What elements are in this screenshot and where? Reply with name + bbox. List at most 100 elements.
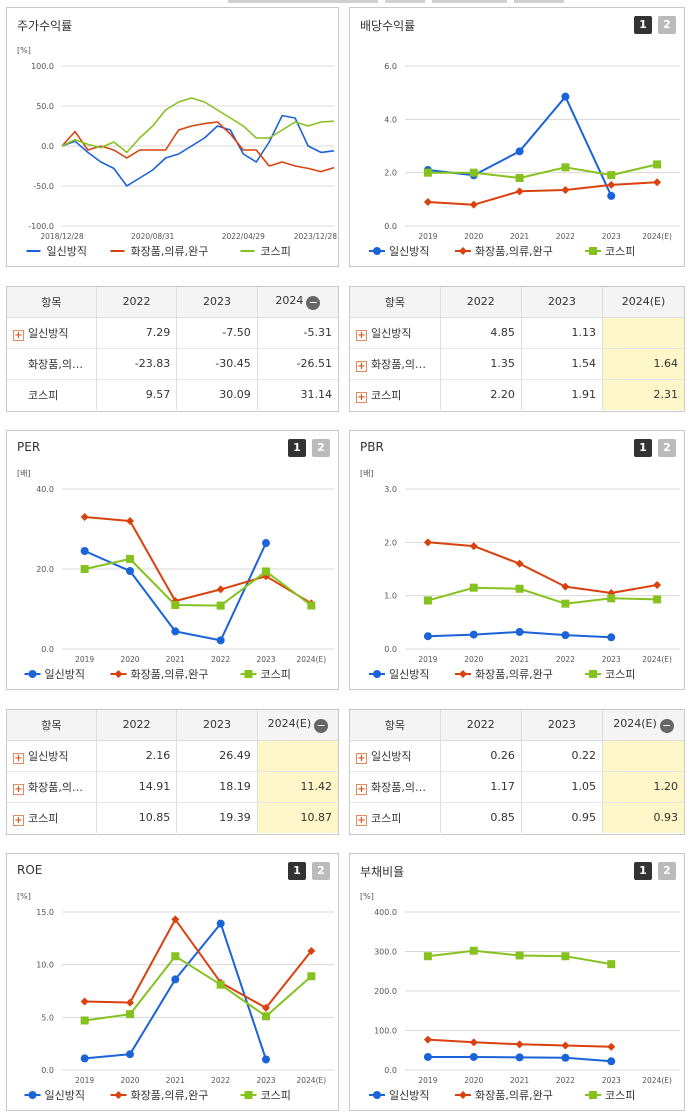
data-point — [126, 1010, 134, 1019]
x-tick-label: 2022/04/29 — [222, 232, 265, 241]
series-3 — [80, 952, 316, 1025]
chart-page-2-button[interactable]: 2 — [658, 16, 676, 34]
legend-label: 화장품,의류,완구 — [475, 668, 553, 681]
legend-item[interactable]: 코스피 — [240, 245, 291, 258]
x-tick-label: 2018/12/28 — [40, 232, 83, 241]
collapse-minus-icon[interactable]: − — [306, 295, 321, 310]
row-label-cell[interactable]: + 일신방직 — [350, 317, 441, 349]
legend-item[interactable]: 코스피 — [240, 668, 291, 681]
panel-title: PBR — [360, 440, 384, 454]
chart-page-1-button[interactable]: 1 — [288, 439, 306, 457]
expand-plus-icon[interactable]: + — [356, 391, 367, 403]
row-label-cell[interactable]: + 화장품,의… — [7, 771, 97, 803]
row-label-cell[interactable]: + 일신방직 — [7, 740, 97, 772]
row-label-cell[interactable]: + 화장품,의… — [350, 348, 441, 380]
legend-marker — [459, 670, 467, 678]
legend-item[interactable]: 일신방직 — [369, 244, 429, 258]
legend-item[interactable]: 일신방직 — [26, 244, 87, 258]
chart-page-1-button[interactable]: 1 — [634, 16, 652, 34]
data-point — [171, 952, 180, 961]
legend-item[interactable]: 일신방직 — [24, 1088, 85, 1102]
table-cell: 10.87 — [256, 802, 338, 833]
legend-item[interactable]: 화장품,의류,완구 — [455, 668, 553, 681]
chart-page-1-button[interactable]: 1 — [634, 439, 652, 457]
legend-item[interactable]: 일신방직 — [369, 1088, 429, 1102]
collapse-minus-icon[interactable]: − — [314, 718, 329, 733]
data-point — [126, 998, 134, 1007]
table-header-cell: 2023 — [176, 287, 258, 318]
expand-plus-icon[interactable]: + — [356, 360, 367, 372]
expand-plus-icon[interactable]: + — [13, 783, 24, 795]
y-tick-label: 0.0 — [41, 645, 54, 654]
chart-panel-roe: ROE 1 2 [%] 15.0 10.0 5.0 0.0 2019 2020 2021 202… — [6, 853, 339, 1111]
data-point — [607, 960, 616, 969]
legend-item[interactable]: 화장품,의류,완구 — [110, 668, 209, 681]
chart-page-2-button[interactable]: 2 — [312, 439, 330, 457]
expand-plus-icon[interactable]: + — [356, 752, 367, 764]
row-label: 화장품,의… — [28, 780, 83, 794]
data-point — [262, 539, 270, 548]
legend-label: 코스피 — [261, 668, 291, 681]
row-label-cell[interactable]: + 코스피 — [350, 379, 440, 410]
data-point — [607, 1057, 616, 1066]
expand-plus-icon[interactable]: + — [356, 814, 367, 826]
legend-item[interactable]: 코스피 — [585, 245, 635, 258]
row-label-cell[interactable]: + 코스피 — [7, 802, 96, 833]
legend-marker — [373, 247, 381, 255]
y-tick-label: 2.0 — [384, 538, 397, 547]
series-line — [61, 121, 335, 173]
data-point — [515, 951, 524, 960]
header-label: 2023 — [547, 295, 576, 309]
data-point — [216, 601, 225, 610]
expand-plus-icon[interactable]: + — [356, 329, 367, 341]
data-point — [171, 627, 180, 636]
legend-item[interactable]: 일신방직 — [369, 667, 429, 681]
chart-page-2-button[interactable]: 2 — [312, 862, 330, 880]
row-label: 화장품,의… — [371, 357, 426, 371]
chart-page-2-button[interactable]: 2 — [658, 862, 676, 880]
data-point — [515, 174, 524, 182]
row-label-cell[interactable]: + 화장품,의… — [350, 771, 441, 803]
legend-item[interactable]: 화장품,의류,완구 — [110, 245, 209, 258]
data-point — [126, 1050, 134, 1059]
pbr-chart: [배] 3.0 2.0 1.0 0.0 2019 2020 2021 2022 2023 2024(… — [360, 469, 680, 681]
legend-item[interactable]: 일신방직 — [24, 667, 85, 681]
legend-item[interactable]: 화장품,의류,완구 — [110, 1089, 209, 1102]
table-cell: 10.85 — [95, 802, 177, 833]
legend-item[interactable]: 코스피 — [585, 1089, 635, 1102]
chart-page-2-button[interactable]: 2 — [658, 439, 676, 457]
legend-item[interactable]: 화장품,의류,완구 — [455, 245, 553, 258]
row-label-cell[interactable]: + 일신방직 — [7, 317, 97, 349]
expand-plus-icon[interactable]: + — [13, 329, 24, 341]
header-label: 2022 — [122, 295, 151, 309]
row-label: 일신방직 — [371, 749, 412, 763]
expand-plus-icon[interactable]: + — [356, 783, 367, 795]
data-point — [307, 972, 316, 981]
row-label-cell[interactable]: + 일신방직 — [350, 740, 441, 772]
expand-plus-icon[interactable]: + — [13, 814, 24, 826]
row-label: 화장품,의… — [371, 780, 426, 794]
legend-item[interactable]: 코스피 — [240, 1089, 291, 1102]
legend-label: 일신방직 — [47, 244, 87, 258]
data-point — [607, 594, 616, 603]
expand-plus-icon[interactable]: + — [13, 752, 24, 764]
chart-panel-pbr: PBR 1 2 [배] 3.0 2.0 1.0 0.0 2019 2020 2021 2022 2… — [349, 430, 685, 690]
series-1 — [423, 1052, 616, 1066]
legend-label: 화장품,의류,완구 — [475, 245, 553, 258]
data-point — [515, 187, 524, 196]
table-row: + 일신방직 4.85 1.13 — [350, 317, 684, 349]
table-cell: 0.95 — [520, 802, 603, 833]
row-label-cell[interactable]: + 코스피 — [350, 802, 440, 833]
table-cell: 0.26 — [439, 740, 522, 772]
legend-marker — [114, 670, 123, 678]
per-table: 항목 2022 2023 2024(E) − + 일신방직 2.16 26.49 + 화장품,의… 1… — [6, 709, 339, 835]
legend-item[interactable]: 화장품,의류,완구 — [455, 1089, 553, 1102]
header-label: 2023 — [202, 295, 231, 309]
chart-page-1-button[interactable]: 1 — [634, 862, 652, 880]
chart-page-1-button[interactable]: 1 — [288, 862, 306, 880]
collapse-minus-icon[interactable]: − — [659, 718, 674, 733]
x-tick-label: 2022 — [211, 1076, 230, 1085]
legend-item[interactable]: 코스피 — [585, 668, 635, 681]
legend-label: 코스피 — [605, 668, 635, 681]
